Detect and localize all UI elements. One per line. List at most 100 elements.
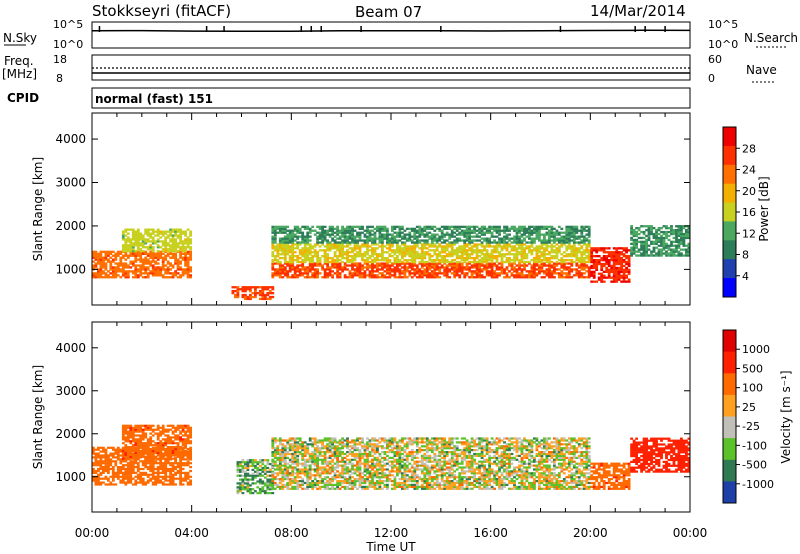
heatmap-cell xyxy=(141,242,145,245)
heatmap-cell xyxy=(478,235,481,238)
heatmap-cell xyxy=(371,253,374,256)
heatmap-cell xyxy=(179,453,182,456)
heatmap-cell xyxy=(677,232,681,236)
heatmap-cell xyxy=(184,258,187,261)
heatmap-cell xyxy=(169,483,172,486)
heatmap-cell xyxy=(119,469,123,473)
heatmap-cell xyxy=(343,235,347,238)
heatmap-cell xyxy=(677,250,681,253)
heatmap-cell xyxy=(121,434,125,437)
heatmap-cell xyxy=(538,237,541,240)
heatmap-cell xyxy=(156,479,160,482)
heatmap-cell xyxy=(485,249,489,252)
heatmap-cell xyxy=(553,268,556,271)
heatmap-cell xyxy=(276,260,280,264)
heatmap-cell xyxy=(124,228,128,231)
heatmap-cell xyxy=(600,257,604,260)
heatmap-cell xyxy=(318,233,322,236)
heatmap-cell xyxy=(278,231,282,234)
heatmap-cell xyxy=(131,452,135,455)
heatmap-cell xyxy=(585,260,589,264)
heatmap-cell xyxy=(258,482,262,485)
heatmap-cell xyxy=(156,451,160,454)
heatmap-cell xyxy=(413,233,417,236)
heatmap-cell xyxy=(463,260,467,264)
heatmap-cell xyxy=(373,276,377,279)
heatmap-cell xyxy=(383,235,387,238)
heatmap-cell xyxy=(381,255,384,258)
heatmap-cell xyxy=(306,274,310,277)
heatmap-cell xyxy=(403,262,407,265)
heatmap-cell xyxy=(381,268,384,271)
heatmap-cell xyxy=(134,240,138,243)
heatmap-cell xyxy=(321,276,324,279)
heatmap-cell xyxy=(425,264,429,267)
heatmap-cell xyxy=(515,272,519,275)
heatmap-cell xyxy=(348,274,352,277)
heatmap-cell xyxy=(420,264,424,267)
heatmap-cell xyxy=(600,278,604,281)
heatmap-cell xyxy=(675,250,678,253)
heatmap-cell xyxy=(293,225,297,228)
heatmap-cell xyxy=(455,233,459,236)
heatmap-cell xyxy=(410,268,414,271)
heatmap-cell xyxy=(665,250,668,253)
heatmap-cell xyxy=(528,251,531,254)
heatmap-cell xyxy=(254,490,257,493)
heatmap-cell xyxy=(169,458,172,461)
heatmap-cell xyxy=(403,229,407,232)
heatmap-cell xyxy=(246,480,250,483)
heatmap-cell xyxy=(443,266,447,269)
heatmap-cell xyxy=(535,260,539,264)
heatmap-cell xyxy=(296,255,300,258)
heatmap-cell xyxy=(301,272,305,275)
heatmap-cell xyxy=(520,274,524,277)
heatmap-cell xyxy=(420,257,424,260)
heatmap-cell xyxy=(321,233,324,236)
heatmap-cell xyxy=(540,255,544,258)
heatmap-cell xyxy=(490,241,494,244)
heatmap-cell xyxy=(136,270,140,273)
heatmap-cell xyxy=(239,468,242,471)
heatmap-cell xyxy=(331,227,334,230)
heatmap-cell xyxy=(580,257,584,260)
heatmap-cell xyxy=(483,264,486,267)
heatmap-cell xyxy=(166,270,170,273)
heatmap-cell xyxy=(306,233,310,236)
heatmap-cell xyxy=(538,257,541,260)
heatmap-cell xyxy=(271,231,275,234)
colorbar-tick-label: 4 xyxy=(742,270,749,283)
heatmap-cell xyxy=(189,430,192,433)
heatmap-cell xyxy=(94,454,98,457)
heatmap-cell xyxy=(291,251,295,254)
heatmap-cell xyxy=(341,231,344,234)
heatmap-cell xyxy=(121,466,125,469)
heatmap-cell xyxy=(685,250,688,253)
heatmap-cell xyxy=(303,249,307,252)
heatmap-cell xyxy=(276,259,280,262)
heatmap-cell xyxy=(408,245,412,248)
heatmap-cell xyxy=(577,266,581,269)
heatmap-cell xyxy=(184,477,187,480)
heatmap-cell xyxy=(136,442,140,445)
heatmap-cell xyxy=(438,266,442,269)
heatmap-cell xyxy=(166,434,170,437)
heatmap-cell xyxy=(538,231,541,234)
heatmap-cell xyxy=(104,467,108,471)
heatmap-cell xyxy=(321,225,324,228)
heatmap-cell xyxy=(271,260,275,264)
heatmap-cell xyxy=(525,270,529,273)
heatmap-cell xyxy=(321,266,324,269)
heatmap-cell xyxy=(169,428,172,431)
heatmap-cell xyxy=(440,266,444,269)
heatmap-cell xyxy=(116,458,120,461)
heatmap-cell xyxy=(545,249,549,252)
heatmap-cell xyxy=(488,225,491,228)
heatmap-cell xyxy=(478,251,481,254)
heatmap-cell xyxy=(393,227,397,230)
heatmap-cell xyxy=(371,251,374,254)
heatmap-cell xyxy=(480,243,484,246)
heatmap-cell xyxy=(391,245,394,248)
heatmap-cell xyxy=(413,262,417,265)
